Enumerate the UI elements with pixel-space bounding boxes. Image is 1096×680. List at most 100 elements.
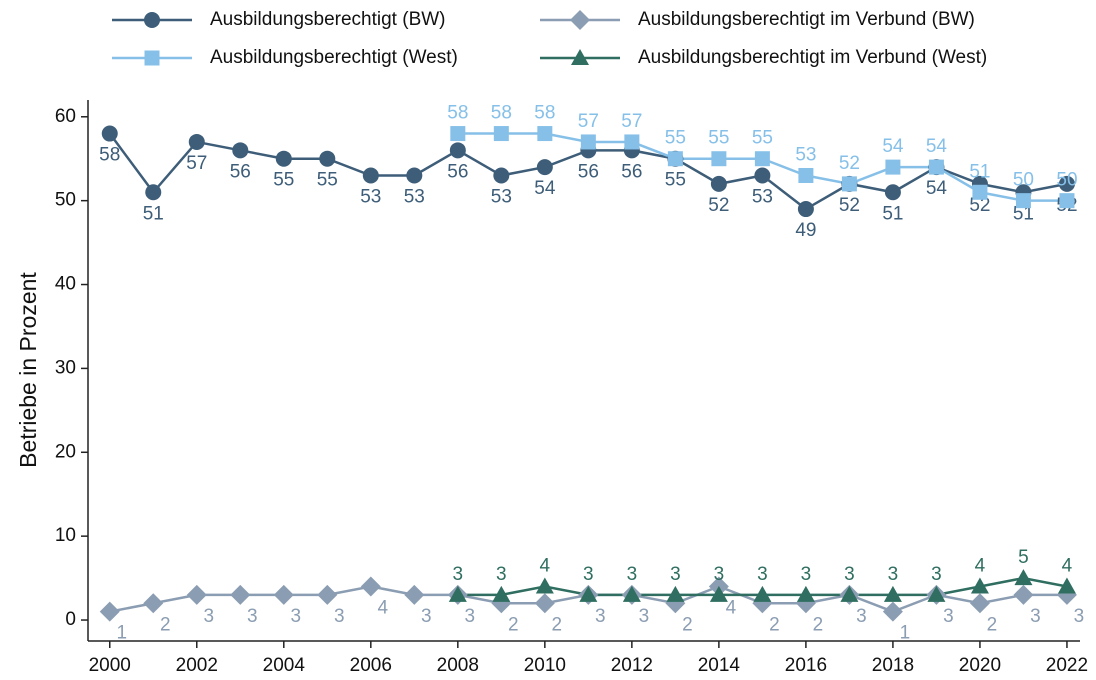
value-label: 3 [801, 564, 812, 585]
x-tick-label: 2008 [437, 655, 479, 676]
y-axis-title: Betriebe in Prozent [15, 272, 41, 468]
data-point [273, 584, 294, 605]
data-point [622, 585, 641, 602]
value-label: 3 [714, 564, 725, 585]
x-tick-label: 2022 [1046, 655, 1088, 676]
value-label: 4 [540, 555, 551, 576]
data-point [883, 585, 902, 602]
data-point [406, 167, 423, 184]
data-point [666, 585, 685, 602]
data-point [1059, 193, 1075, 209]
x-tick-label: 2004 [263, 655, 306, 676]
data-point [711, 151, 727, 167]
value-label: 53 [404, 187, 425, 208]
value-label: 50 [1013, 170, 1034, 191]
legend-marker [571, 49, 589, 65]
data-point [317, 584, 338, 605]
value-label: 3 [334, 606, 345, 627]
data-point [536, 159, 553, 176]
value-label: 58 [534, 103, 555, 124]
value-label: 2 [160, 614, 171, 635]
value-label: 2 [508, 614, 519, 635]
value-label: 3 [1030, 606, 1041, 627]
data-point [579, 585, 598, 602]
value-label: 54 [926, 178, 948, 199]
x-tick-label: 2006 [350, 655, 392, 676]
x-tick-label: 2018 [872, 655, 914, 676]
value-label: 53 [360, 187, 381, 208]
x-tick-label: 2010 [524, 655, 566, 676]
value-label: 5 [1018, 547, 1029, 568]
value-label: 54 [534, 178, 556, 199]
data-point [884, 184, 901, 201]
data-point [145, 184, 162, 201]
data-point [972, 184, 988, 200]
value-label: 52 [969, 195, 990, 216]
x-tick-label: 2012 [611, 655, 653, 676]
value-label: 53 [491, 187, 512, 208]
value-label: 55 [708, 128, 729, 149]
value-label: 3 [595, 606, 606, 627]
value-label: 3 [1074, 606, 1085, 627]
data-point [143, 593, 164, 614]
y-tick-label: 60 [55, 106, 76, 127]
legend-label: Ausbildungsberechtigt im Verbund (BW) [638, 9, 975, 30]
value-label: 2 [552, 614, 563, 635]
value-label: 3 [844, 564, 855, 585]
y-tick-label: 30 [55, 357, 76, 378]
value-label: 58 [99, 145, 120, 166]
data-point [492, 585, 511, 602]
data-point [841, 176, 857, 192]
data-point [798, 167, 814, 183]
value-label: 56 [447, 161, 468, 182]
y-tick-label: 10 [55, 525, 76, 546]
value-label: 52 [708, 195, 729, 216]
value-label: 3 [943, 606, 954, 627]
y-tick-label: 40 [55, 274, 76, 295]
data-point [970, 577, 989, 594]
data-point [99, 601, 120, 622]
value-label: 3 [757, 564, 768, 585]
data-point [275, 150, 292, 167]
value-label: 56 [621, 161, 642, 182]
value-label: 50 [1056, 170, 1077, 191]
data-point [534, 593, 555, 614]
data-point [362, 167, 379, 184]
data-point [753, 585, 772, 602]
data-point [969, 593, 990, 614]
value-label: 4 [378, 597, 389, 618]
data-point [450, 126, 466, 142]
value-label: 3 [888, 564, 899, 585]
data-point [493, 126, 509, 142]
data-point [493, 167, 510, 184]
value-label: 53 [752, 187, 773, 208]
value-label: 57 [578, 111, 599, 132]
data-point [928, 159, 944, 175]
legend-label: Ausbildungsberechtigt (West) [210, 47, 458, 68]
value-label: 51 [969, 161, 990, 182]
value-label: 56 [578, 161, 599, 182]
data-point [709, 585, 728, 602]
data-point [927, 585, 946, 602]
data-point [101, 125, 118, 142]
data-point [535, 577, 554, 594]
value-label: 58 [491, 103, 512, 124]
value-label: 57 [186, 153, 207, 174]
data-point [448, 585, 467, 602]
data-point [882, 601, 903, 622]
value-label: 4 [1062, 555, 1073, 576]
value-label: 1 [900, 623, 911, 644]
value-label: 2 [987, 614, 998, 635]
data-point [840, 585, 859, 602]
value-label: 57 [621, 111, 642, 132]
data-point [449, 142, 466, 159]
value-label: 4 [726, 597, 737, 618]
data-point [754, 151, 770, 167]
value-label: 3 [496, 564, 507, 585]
value-label: 3 [670, 564, 681, 585]
data-point [1057, 577, 1076, 594]
legend-marker [144, 12, 160, 28]
value-label: 3 [856, 606, 867, 627]
value-label: 56 [230, 161, 251, 182]
data-point [885, 159, 901, 175]
